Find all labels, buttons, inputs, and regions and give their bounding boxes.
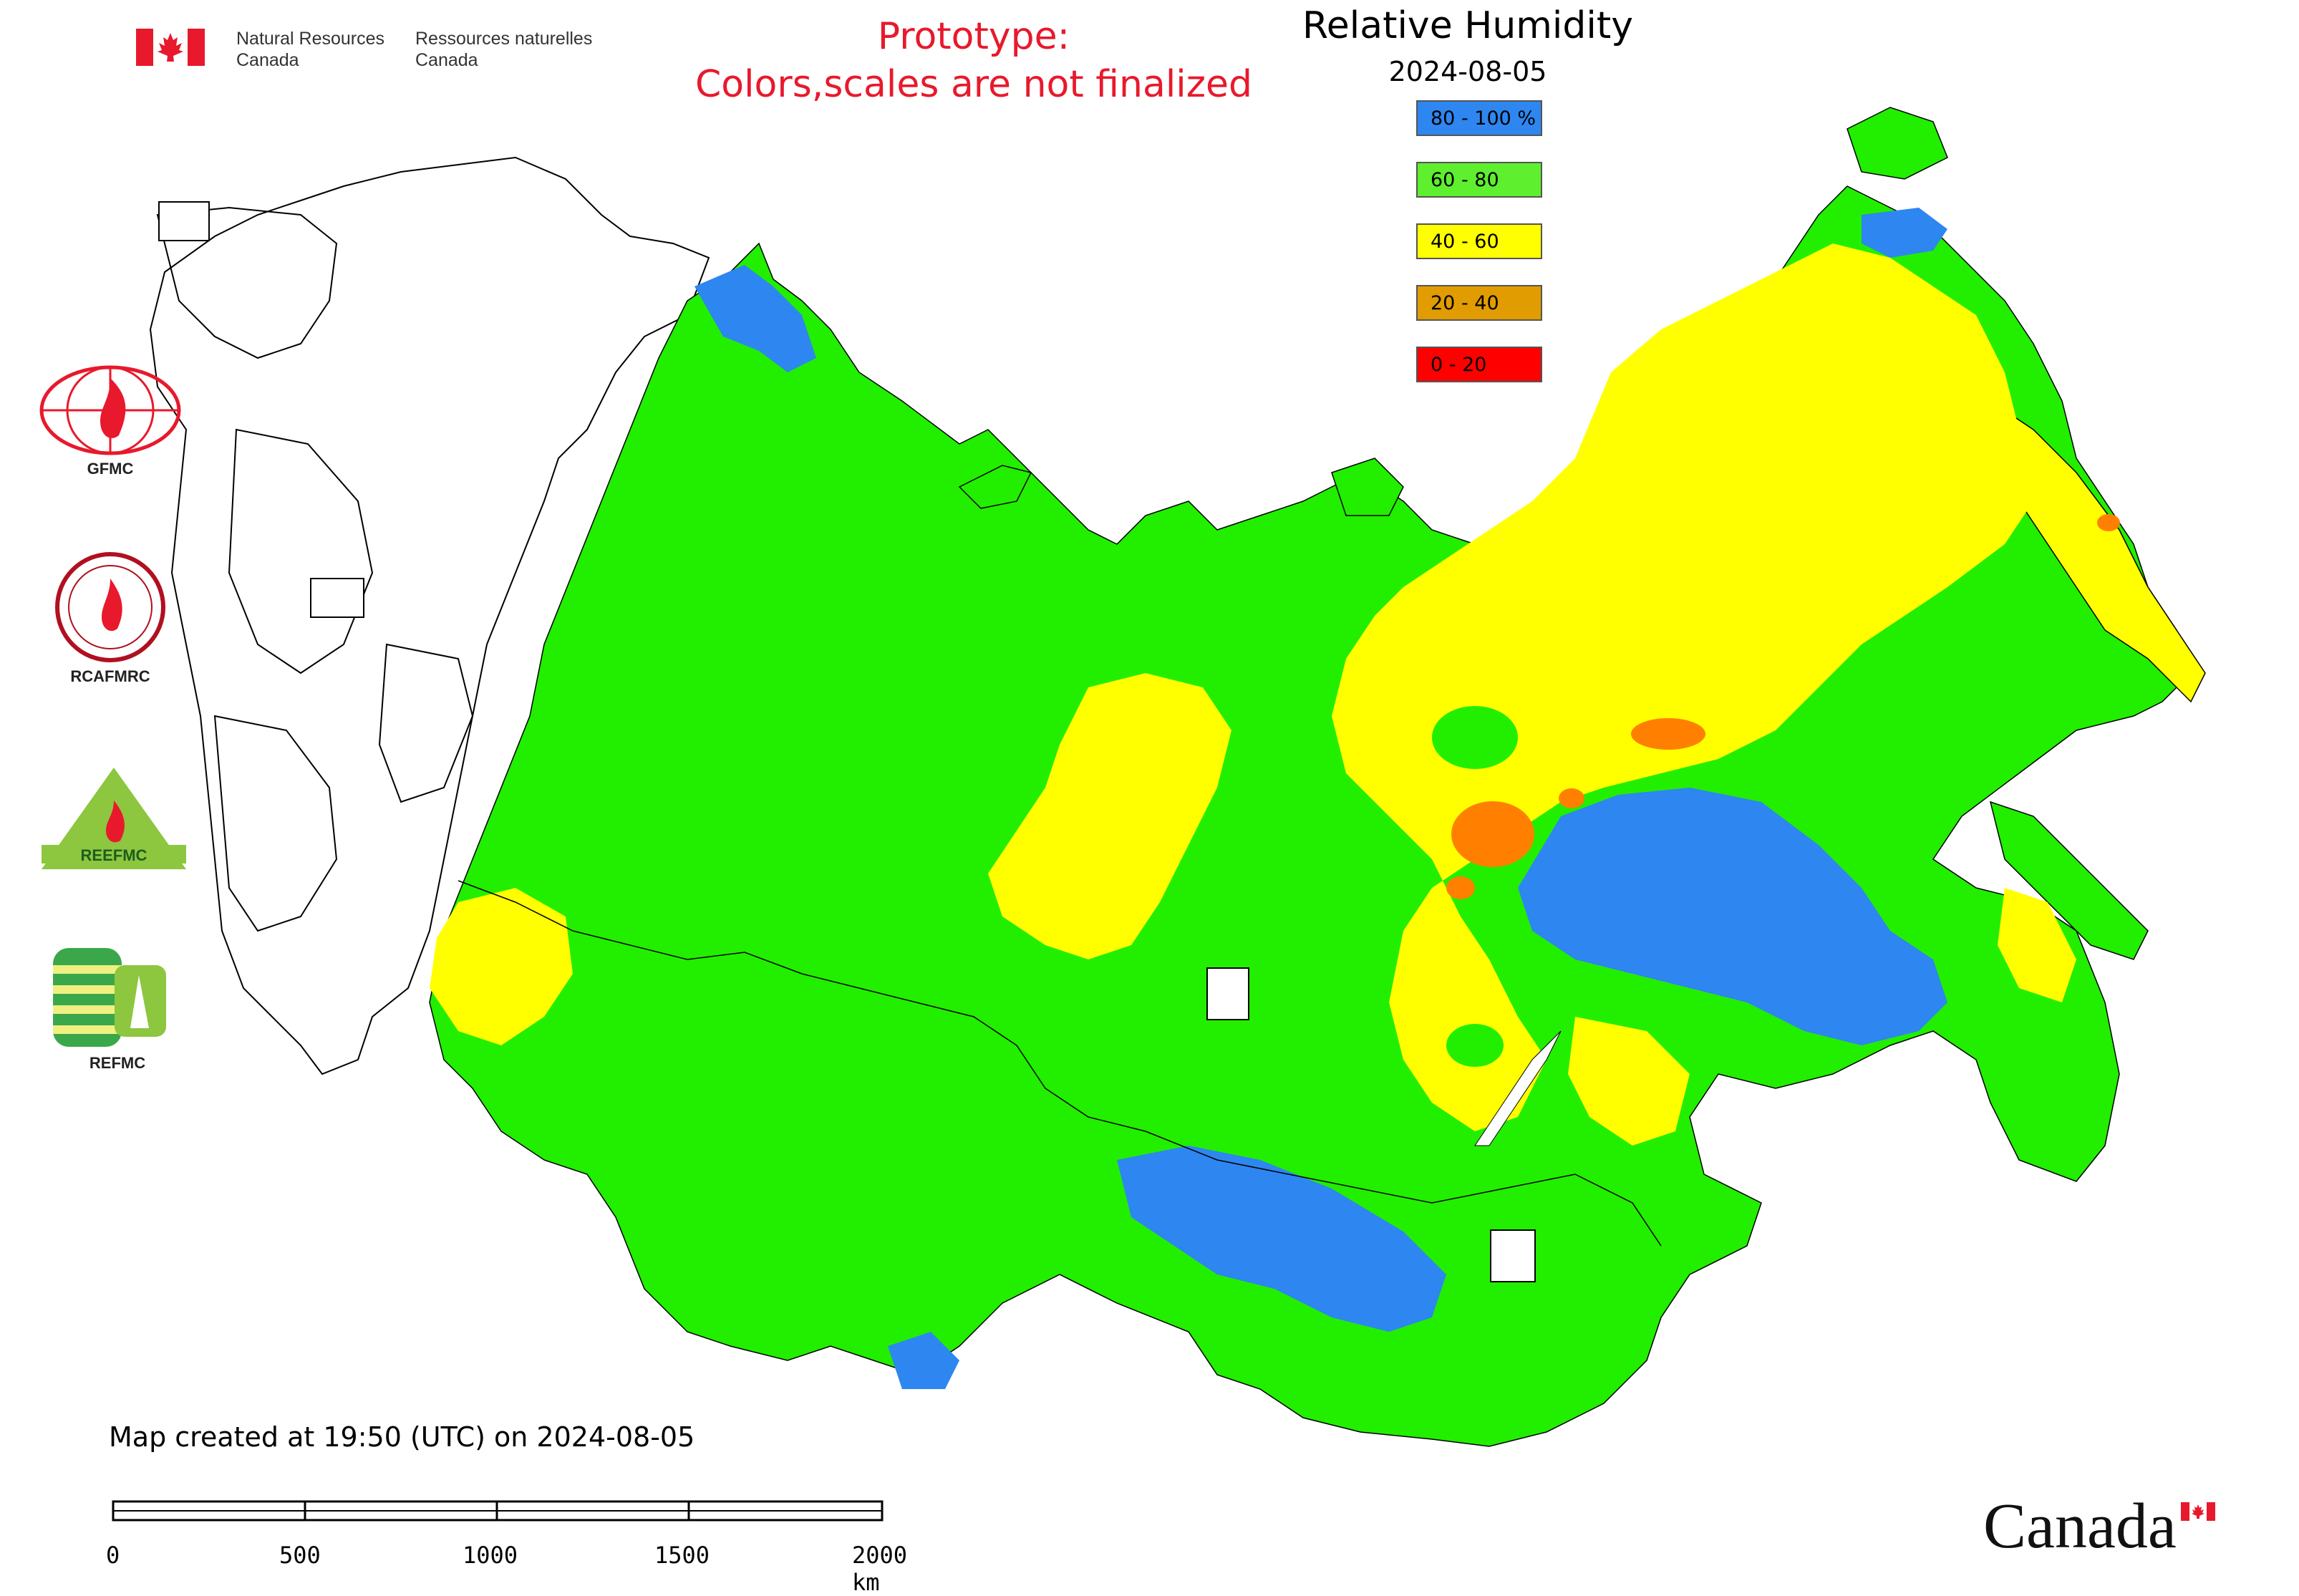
lake-baikal <box>1474 1030 1562 1146</box>
map-created-note: Map created at 19:50 (UTC) on 2024-08-05 <box>109 1421 695 1453</box>
legend-class-1: 80 - 100 % <box>1416 100 1542 136</box>
legend-class-5: 0 - 20 <box>1416 347 1542 382</box>
gfmc-logo: GFMC <box>39 364 182 478</box>
logo-caption: REFMC <box>89 1054 146 1072</box>
scale-bar: 0 500 1000 1500 2000 km <box>106 1500 931 1596</box>
refmc-logo: REFMC <box>46 944 182 1087</box>
europe-outline <box>149 156 710 1075</box>
map-inset-logos <box>158 201 1536 1282</box>
legend-class-2: 60 - 80 <box>1416 162 1542 198</box>
legend-title: Relative Humidity <box>1302 4 1633 47</box>
rh-40-60-zone <box>430 243 2076 1146</box>
canada-wordmark: Canada <box>1983 1489 2215 1563</box>
legend-class-3: 40 - 60 <box>1416 223 1542 259</box>
scale-tick-1000: 1000 <box>463 1542 518 1569</box>
nrcan-wordmark: Natural Resources Canada Ressources natu… <box>136 29 609 72</box>
gfmc-globe-icon <box>39 365 181 455</box>
legend-label: 40 - 60 <box>1431 230 1499 253</box>
logo-caption: GFMC <box>87 460 134 478</box>
reefmc-logo: REEFMC <box>39 765 189 879</box>
legend-label: 80 - 100 % <box>1431 107 1536 130</box>
canada-flag-icon <box>136 29 205 66</box>
scale-tick-0: 0 <box>106 1542 120 1569</box>
prototype-line2: Colors,scales are not finalized <box>694 62 1253 106</box>
legend-class-4: 20 - 40 <box>1416 285 1542 321</box>
legend-label: 60 - 80 <box>1431 168 1499 191</box>
scale-tick-500: 500 <box>279 1542 321 1569</box>
reefmc-triangle-icon <box>42 768 186 869</box>
org-name-en-line1: Natural Resources <box>236 29 385 49</box>
logo-caption: RCAFMRC <box>70 667 150 685</box>
canada-wordmark-flag-icon <box>2181 1502 2215 1521</box>
scale-tick-1500: 1500 <box>654 1542 710 1569</box>
country-borders <box>458 880 1662 1247</box>
prototype-warning: Prototype: Colors,scales are not finaliz… <box>616 13 1332 108</box>
rcafmrc-seal-icon <box>55 552 165 662</box>
rh-80-100-zone <box>694 208 1947 1389</box>
scale-tick-2000: 2000 km <box>852 1542 908 1596</box>
rh-20-40-zone <box>1446 514 2120 899</box>
legend-date: 2024-08-05 <box>1388 56 1547 87</box>
scale-bar-graphic <box>112 1500 884 1522</box>
canada-wordmark-text: Canada <box>1983 1491 2177 1562</box>
org-name-fr-line1: Ressources naturelles <box>415 29 593 49</box>
prototype-line1: Prototype: <box>877 15 1070 58</box>
org-name-fr-line2: Canada <box>415 50 478 70</box>
rh-60-80-islands <box>1432 706 1518 1067</box>
org-name-en-line2: Canada <box>236 50 299 70</box>
logo-caption: REEFMC <box>80 846 147 864</box>
rcafmrc-logo: RCAFMRC <box>39 550 182 693</box>
legend-label: 20 - 40 <box>1431 291 1499 314</box>
refmc-sigma-icon <box>53 948 166 1047</box>
legend-label: 0 - 20 <box>1431 353 1487 376</box>
